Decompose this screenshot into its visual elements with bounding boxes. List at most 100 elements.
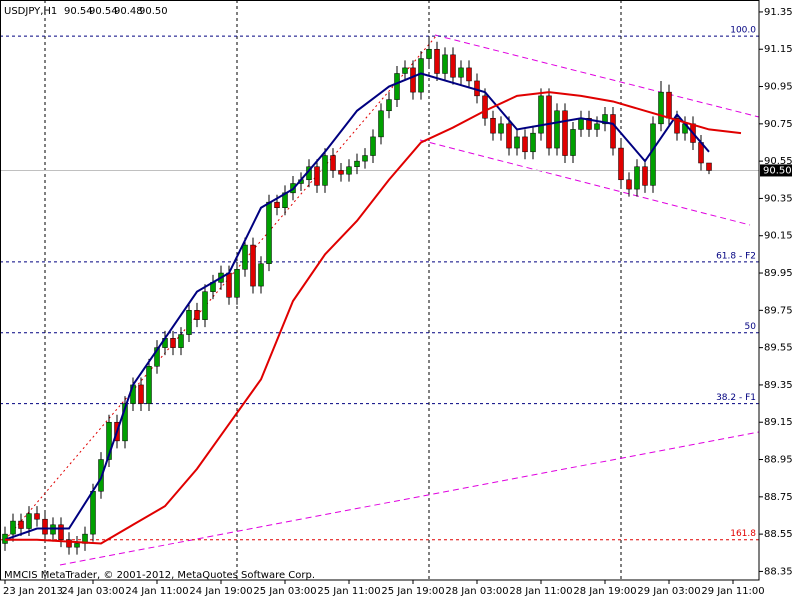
plot-frame	[0, 0, 760, 581]
candle-body	[546, 95, 552, 149]
candle-body	[442, 54, 448, 74]
candle-body	[194, 310, 200, 320]
candle-body	[386, 99, 392, 112]
candle-body	[370, 136, 376, 156]
candle-body	[514, 136, 520, 149]
candle-body	[138, 384, 144, 404]
candle-body	[394, 73, 400, 100]
candle-body	[250, 244, 256, 287]
candle-body	[274, 201, 280, 209]
candle-body	[186, 310, 192, 335]
candle-body	[146, 366, 152, 404]
y-tick-label: 88.55	[764, 529, 793, 540]
candle-body	[586, 117, 592, 130]
footer: MMCIS MetaTrader, © 2001-2012, MetaQuote…	[4, 570, 315, 581]
y-tick-label: 90.55	[764, 156, 793, 167]
candle-body	[258, 263, 264, 287]
candle-body	[594, 123, 600, 130]
x-tick-label: 29 Jan 11:00	[701, 586, 764, 597]
candle-body	[34, 513, 40, 520]
x-tick-label: 23 Jan 2013	[3, 586, 63, 597]
candle-body	[314, 166, 320, 186]
channel-bottom	[419, 139, 751, 226]
candle-body	[266, 201, 272, 264]
y-tick-label: 89.55	[764, 343, 793, 354]
fib-label: 100.0	[730, 26, 756, 36]
candle-body	[554, 110, 560, 149]
candle-body	[570, 129, 576, 156]
header-close: 90.50	[139, 6, 168, 17]
candle-body	[610, 114, 616, 149]
candle-body	[234, 269, 240, 298]
x-tick-label: 29 Jan 03:00	[637, 586, 700, 597]
candle-body	[602, 114, 608, 125]
candle-body	[74, 543, 80, 548]
fib-label: 61.8 - F2	[716, 251, 756, 261]
candle-body	[402, 67, 408, 74]
y-tick-label: 90.35	[764, 193, 793, 204]
x-tick-label: 28 Jan 19:00	[573, 586, 636, 597]
candle-body	[434, 48, 440, 74]
candle-body	[362, 155, 368, 162]
y-tick-label: 88.95	[764, 455, 793, 466]
candle-body	[106, 421, 112, 460]
y-tick-label: 89.15	[764, 417, 793, 428]
candle-body	[90, 490, 96, 535]
candle-body	[346, 166, 352, 175]
candle-body	[66, 539, 72, 548]
x-tick-label: 24 Jan 03:00	[61, 586, 124, 597]
candle-body	[226, 272, 232, 298]
support-line	[59, 431, 760, 566]
candle-body	[202, 291, 208, 320]
y-tick-label: 91.15	[764, 44, 793, 55]
y-tick-label: 91.35	[764, 7, 793, 18]
candle-body	[418, 58, 424, 93]
candle-body	[498, 123, 504, 134]
candle-body	[578, 117, 584, 130]
candle-body	[618, 147, 624, 181]
candle-body	[506, 123, 512, 149]
x-tick-label: 25 Jan 03:00	[253, 586, 316, 597]
candle-body	[522, 136, 528, 153]
candle-body	[378, 110, 384, 138]
symbol: USDJPY,H1	[4, 6, 57, 17]
candle-body	[42, 518, 48, 535]
current-price-label: 90.50	[763, 165, 792, 176]
y-tick-label: 88.35	[764, 566, 793, 577]
candle-body	[482, 95, 488, 119]
candle-body	[10, 520, 16, 535]
candle-body	[634, 166, 640, 190]
x-tick-label: 24 Jan 11:00	[125, 586, 188, 597]
candle-body	[562, 110, 568, 156]
candle-body	[666, 91, 672, 119]
header-low: 90.48	[114, 6, 143, 17]
candle-body	[642, 166, 648, 186]
y-tick-label: 90.15	[764, 231, 793, 242]
candle-body	[58, 524, 64, 540]
channel-top	[434, 34, 760, 118]
fib-label: 50	[745, 322, 757, 332]
current-price-box	[760, 164, 792, 177]
candle-body	[658, 91, 664, 125]
candle-body	[330, 155, 336, 171]
moving-average	[4, 72, 710, 541]
y-tick-label: 90.75	[764, 119, 793, 130]
y-tick-label: 89.35	[764, 380, 793, 391]
x-tick-label: 25 Jan 19:00	[381, 586, 444, 597]
candle-body	[322, 155, 328, 186]
trend-lines	[59, 34, 760, 566]
header-high: 90.54	[89, 6, 118, 17]
candle-body	[674, 117, 680, 134]
y-tick-label: 88.75	[764, 492, 793, 503]
candle-body	[450, 54, 456, 78]
candle-body	[530, 132, 536, 153]
y-tick-label: 89.95	[764, 268, 793, 279]
candle-body	[426, 48, 432, 59]
plot	[0, 35, 759, 555]
fib-label: 38.2 - F1	[716, 393, 756, 403]
x-tick-label: 25 Jan 11:00	[317, 586, 380, 597]
candle-body	[538, 95, 544, 134]
fib-baseline	[4, 34, 438, 541]
